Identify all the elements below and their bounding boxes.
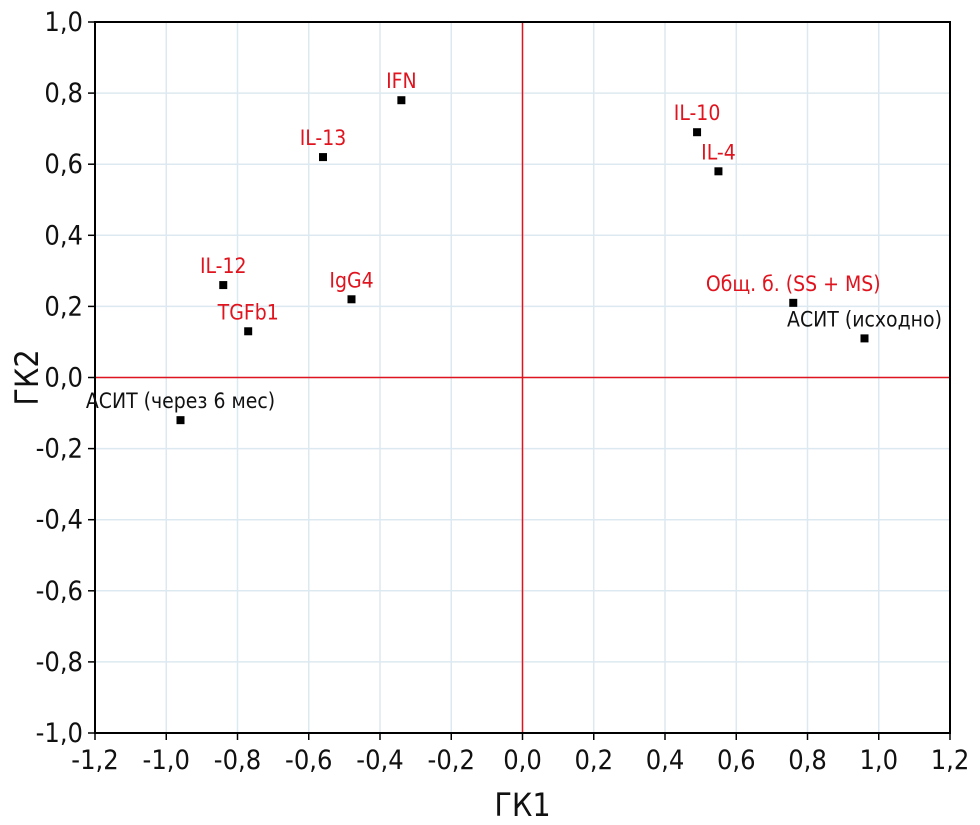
x-tick-label: -0,2 xyxy=(428,745,475,776)
y-tick-label: 0,2 xyxy=(44,291,83,322)
x-tick-label: 0,6 xyxy=(717,745,756,776)
x-tick-label: 0,0 xyxy=(503,745,542,776)
y-tick-label: -1,0 xyxy=(36,718,83,749)
data-point xyxy=(347,295,356,304)
point-label: АСИТ (исходно) xyxy=(787,307,942,331)
x-tick-label: -0,8 xyxy=(214,745,261,776)
point-labels: IFN IL-13 IL-12 TGFb1 IgG4 IL-10 IL-4 Общ. б. (… xyxy=(86,69,942,413)
x-axis-title: ГК1 xyxy=(494,786,550,824)
y-tick-label: 1,0 xyxy=(44,7,83,38)
point-label: IgG4 xyxy=(329,268,373,292)
y-tick-label: 0,8 xyxy=(44,78,83,109)
point-label: Общ. б. (SS + MS) xyxy=(706,272,881,296)
data-point xyxy=(176,416,185,425)
point-label: IL-12 xyxy=(200,254,247,278)
x-tick-label: -0,4 xyxy=(356,745,403,776)
data-point xyxy=(714,167,723,176)
data-points xyxy=(176,96,869,425)
x-tick-label: -0,6 xyxy=(285,745,332,776)
y-tick-label: 0,6 xyxy=(44,149,83,180)
data-point xyxy=(789,298,798,307)
data-point xyxy=(860,334,869,343)
y-tick-label: 0,0 xyxy=(44,363,83,394)
point-label: АСИТ (через 6 мес) xyxy=(86,389,275,413)
x-tick-label: 1,2 xyxy=(931,745,970,776)
x-tick-labels: -1,2 -1,0 -0,8 -0,6 -0,4 -0,2 0,0 0,2 0,4 0,6 0,8 1… xyxy=(71,745,969,776)
x-tick-label: 0,2 xyxy=(574,745,613,776)
point-label: IL-10 xyxy=(674,101,721,125)
data-point xyxy=(319,153,327,162)
y-axis-title: ГК2 xyxy=(8,349,46,405)
point-label: IL-4 xyxy=(701,140,736,164)
x-tick-label: 0,8 xyxy=(788,745,827,776)
y-tick-label: -0,4 xyxy=(36,505,83,536)
data-point xyxy=(397,96,406,105)
reference-lines xyxy=(95,22,950,733)
point-label: IL-13 xyxy=(300,126,347,150)
data-point xyxy=(693,128,702,137)
x-tick-label: -1,2 xyxy=(71,745,118,776)
y-tick-label: -0,2 xyxy=(36,434,83,465)
point-label: IFN xyxy=(386,69,417,93)
y-tick-labels: 1,0 0,8 0,6 0,4 0,2 0,0 -0,2 -0,4 -0,6 -0,8 -1,0 xyxy=(36,7,83,749)
data-point xyxy=(244,327,253,336)
y-tick-label: 0,4 xyxy=(44,220,83,251)
y-tick-label: -0,8 xyxy=(36,647,83,678)
data-point xyxy=(219,281,228,290)
x-tick-label: 1,0 xyxy=(859,745,898,776)
axis-ticks xyxy=(88,21,951,740)
x-tick-label: -1,0 xyxy=(143,745,190,776)
y-tick-label: -0,6 xyxy=(36,576,83,607)
x-tick-label: 0,4 xyxy=(646,745,685,776)
point-label: TGFb1 xyxy=(217,300,279,324)
